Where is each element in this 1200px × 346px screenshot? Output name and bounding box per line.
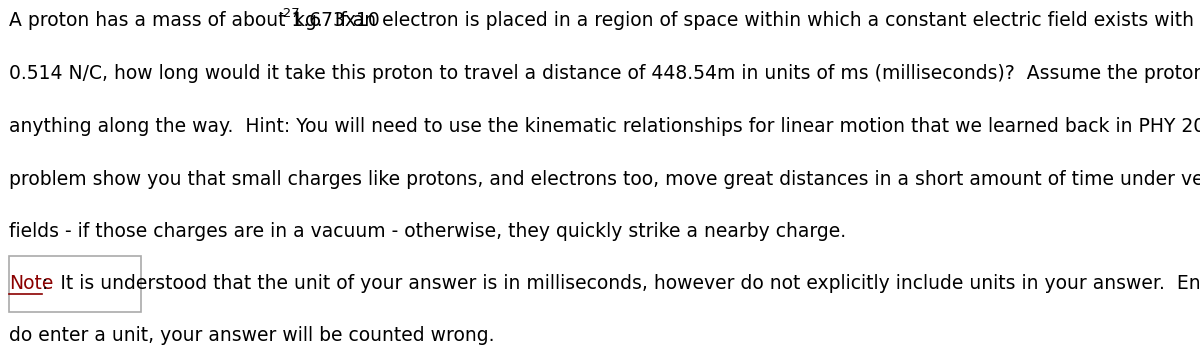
Text: kg.  If an electron is placed in a region of space within which a constant elect: kg. If an electron is placed in a region… <box>294 11 1200 30</box>
Text: problem show you that small charges like protons, and electrons too, move great : problem show you that small charges like… <box>10 170 1200 189</box>
FancyBboxPatch shape <box>10 256 142 312</box>
Text: fields - if those charges are in a vacuum - otherwise, they quickly strike a nea: fields - if those charges are in a vacuu… <box>10 222 847 242</box>
Text: do enter a unit, your answer will be counted wrong.: do enter a unit, your answer will be cou… <box>10 326 494 345</box>
Text: :  It is understood that the unit of your answer is in milliseconds, however do : : It is understood that the unit of your… <box>42 274 1200 293</box>
Text: Note: Note <box>10 274 54 293</box>
Text: A proton has a mass of about 1.673x10: A proton has a mass of about 1.673x10 <box>10 11 380 30</box>
Text: anything along the way.  Hint: You will need to use the kinematic relationships : anything along the way. Hint: You will n… <box>10 117 1200 136</box>
Text: 0.514 N/C, how long would it take this proton to travel a distance of 448.54m in: 0.514 N/C, how long would it take this p… <box>10 64 1200 83</box>
Text: -27: -27 <box>278 7 300 20</box>
